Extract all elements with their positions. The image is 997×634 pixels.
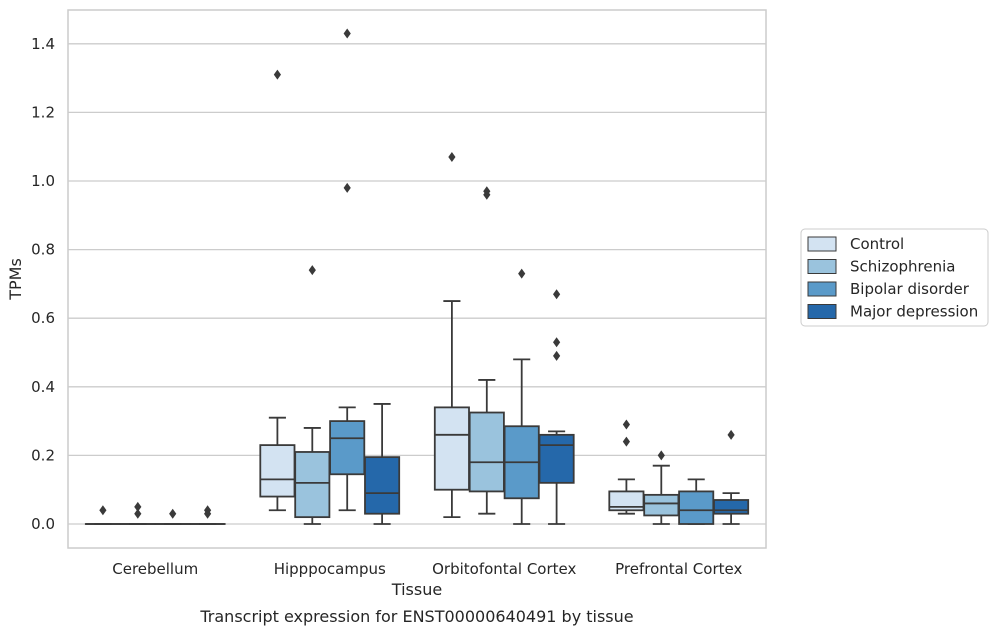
- legend: Control Schizophrenia Bipolar disorder Majo…: [800, 228, 989, 327]
- box-schizophrenia: [294, 265, 331, 525]
- outlier-point: [622, 436, 630, 447]
- outlier-point: [273, 69, 281, 80]
- legend-label: Major depression: [850, 303, 978, 321]
- y-tick-label: 0.6: [31, 309, 55, 327]
- y-tick-label: 1.0: [31, 172, 55, 190]
- outlier-point: [622, 419, 630, 430]
- box-iqr: [433, 406, 470, 491]
- y-tick-label: 0.4: [31, 378, 55, 396]
- x-axis-label: Tissue: [391, 580, 442, 599]
- box-control: [608, 419, 645, 515]
- figure-caption: Transcript expression for ENST0000064049…: [199, 607, 633, 626]
- outlier-point: [553, 337, 561, 348]
- y-tick-labels: 0.0 0.2 0.4 0.6 0.8 1.0 1.2 1.4: [31, 35, 55, 533]
- box-iqr: [259, 444, 296, 498]
- box-iqr: [364, 456, 401, 515]
- y-tick-label: 0.2: [31, 446, 55, 464]
- box-control: [433, 151, 470, 519]
- box-iqr: [538, 433, 575, 484]
- box-bipolar-disorder: [329, 28, 366, 512]
- box-schizophrenia: [119, 501, 156, 525]
- outlier-point: [169, 508, 177, 519]
- box-schizophrenia: [643, 450, 680, 525]
- box-iqr: [678, 490, 715, 525]
- legend-label: Schizophrenia: [850, 258, 955, 276]
- y-tick-label: 1.4: [31, 35, 55, 53]
- outlier-point: [343, 28, 351, 39]
- x-tick-label: Prefrontal Cortex: [615, 560, 742, 578]
- box-major-depression: [364, 403, 401, 525]
- box-iqr: [713, 499, 750, 515]
- legend-swatch: [807, 304, 837, 319]
- box-major-depression: [538, 289, 575, 525]
- x-tick-label: Hipppocampus: [274, 560, 386, 578]
- box-iqr: [329, 420, 366, 476]
- y-tick-label: 0.8: [31, 241, 55, 259]
- x-tick-label: Cerebellum: [112, 560, 198, 578]
- y-tick-label: 1.2: [31, 103, 55, 121]
- plot-frame: [67, 9, 767, 549]
- outlier-point: [657, 450, 665, 461]
- outlier-point: [99, 505, 107, 516]
- box-iqr: [643, 493, 680, 517]
- outlier-point: [204, 505, 212, 516]
- boxes-layer: [84, 28, 750, 525]
- x-tick-label: Orbitofontal Cortex: [432, 560, 576, 578]
- y-axis-label: TPMs: [6, 258, 25, 301]
- box-control: [259, 69, 296, 512]
- x-tick-labels: Cerebellum Hipppocampus Orbitofontal Corte…: [112, 560, 742, 578]
- legend-swatch: [807, 281, 837, 297]
- box-iqr: [468, 411, 505, 493]
- legend-label: Bipolar disorder: [850, 280, 970, 298]
- legend-label: Control: [850, 235, 904, 253]
- outlier-point: [343, 182, 351, 193]
- box-bipolar-disorder: [678, 478, 715, 525]
- legend-swatch: [807, 259, 837, 274]
- legend-swatch: [807, 236, 837, 252]
- outlier-point: [134, 501, 142, 512]
- legend-frame: [800, 228, 989, 327]
- outlier-point: [308, 265, 316, 276]
- y-tick-label: 0.0: [31, 515, 55, 533]
- outlier-point: [553, 289, 561, 300]
- outlier-point: [553, 350, 561, 361]
- outlier-point: [483, 186, 491, 197]
- box-major-depression: [189, 505, 226, 525]
- plot-background: [68, 10, 766, 548]
- box-major-depression: [713, 429, 750, 525]
- outlier-point: [134, 508, 142, 519]
- outlier-point: [727, 429, 735, 440]
- outlier-point: [448, 151, 456, 162]
- box-iqr: [294, 451, 331, 519]
- outlier-point: [518, 268, 526, 279]
